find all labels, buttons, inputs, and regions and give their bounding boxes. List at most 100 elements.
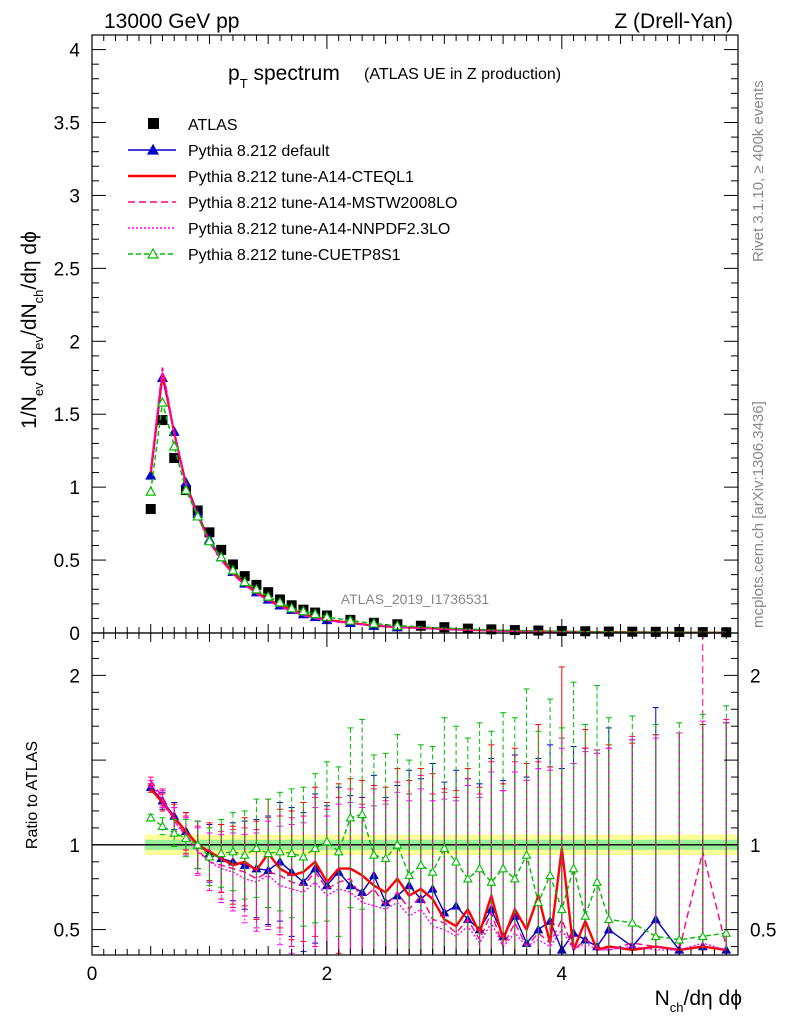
main-series-marker [156, 396, 168, 407]
legend-entry: ATLAS [148, 117, 238, 134]
legend-label: ATLAS [188, 117, 238, 134]
ratio-marker [498, 863, 509, 873]
ratio-marker [157, 821, 168, 830]
legend-square-marker [148, 118, 159, 129]
ratio-marker [568, 863, 579, 873]
ratio-series-line [150, 813, 727, 941]
ratio-marker [439, 843, 450, 852]
main-ytick-label: 0 [69, 624, 80, 645]
ratio-marker [274, 846, 285, 856]
legend: ATLAS Pythia 8.212 default Pythia 8.212 tu… [128, 117, 457, 264]
ratio-marker [650, 931, 661, 941]
main-series-marker [180, 484, 192, 495]
atlas-data-point [415, 620, 426, 631]
main-series-line [149, 370, 727, 634]
ratio-ytick-label-right: 2 [750, 666, 761, 687]
atlas-data-point [157, 415, 168, 426]
plot-title: pT spectrum [228, 62, 340, 91]
main-series-marker [239, 576, 251, 587]
ratio-marker [674, 934, 685, 944]
main-ytick-label: 1 [69, 478, 80, 499]
ratio-marker [415, 860, 426, 869]
ratio-marker [486, 876, 497, 886]
ratio-series-line [150, 783, 727, 951]
atlas-data-point [169, 452, 180, 463]
main-series-marker [309, 608, 321, 619]
plot-subtitle: (ATLAS UE in Z production) [364, 66, 561, 83]
main-series-marker [274, 596, 286, 607]
main-panel: 0 0.5 1 1.5 2 2.5 3 3.5 4 pT spectrum (ATLAS UE … [18, 34, 739, 645]
main-series-marker [286, 602, 298, 613]
ratio-marker [145, 812, 156, 822]
ratio-marker [697, 931, 708, 941]
ratio-marker [392, 839, 403, 849]
ratio-marker [192, 839, 203, 849]
main-ytick-label: 1.5 [54, 405, 80, 426]
ratio-ytick-labels: 0.5 1 2 0.5 1 2 [54, 666, 777, 941]
x-axis-label: Nch/dη dϕ [655, 987, 742, 1015]
ratio-marker [286, 848, 297, 858]
ratio-ytick-label: 0.5 [54, 921, 80, 942]
legend-entry: Pythia 8.212 tune-A14-NNPDF2.3LO [128, 221, 450, 238]
analysis-id: ATLAS_2019_I1736531 [341, 591, 490, 607]
legend-label: Pythia 8.212 default [188, 143, 330, 160]
ratio-marker [521, 849, 532, 859]
main-ytick-label: 4 [69, 41, 80, 62]
main-series-marker [215, 551, 227, 562]
legend-entry: Pythia 8.212 tune-A14-MSTW2008LO [128, 195, 457, 212]
xtick-label: 0 [87, 964, 98, 985]
main-ytick-labels: 0 0.5 1 1.5 2 2.5 3 3.5 4 [54, 41, 81, 645]
main-ytick-label: 3 [69, 186, 80, 207]
ratio-ticks [91, 633, 739, 955]
ratio-marker [627, 917, 638, 927]
atlas-data-point [216, 544, 227, 555]
ratio-marker [603, 914, 614, 924]
main-ylabel: 1/Nev dNev/dNch/dη dϕ [18, 231, 46, 429]
ratio-marker [169, 827, 180, 837]
ratio-marker [228, 846, 238, 856]
ratio-marker [298, 851, 309, 861]
rivet-label: Rivet 3.1.10, ≥ 400k events [750, 80, 767, 262]
ratio-frame [91, 632, 739, 956]
ratio-ytick-label: 1 [69, 836, 80, 857]
ratio-marker [580, 910, 591, 920]
atlas-data-point [239, 571, 250, 582]
ratio-marker [345, 812, 356, 822]
ratio-series-line [150, 786, 727, 952]
ratio-marker [545, 870, 556, 880]
main-ytick-label: 0.5 [54, 551, 80, 572]
main-series-marker [344, 614, 356, 625]
atlas-data-point [145, 504, 156, 515]
header-right: Z (Drell-Yan) [614, 10, 733, 33]
legend-triangle-marker [146, 143, 160, 155]
main-series-marker [203, 535, 215, 546]
ratio-marker [239, 849, 250, 859]
legend-label: Pythia 8.212 tune-A14-MSTW2008LO [188, 195, 457, 212]
ratio-marker [592, 876, 602, 886]
legend-entry: Pythia 8.212 default [128, 143, 330, 160]
ratio-series-line [149, 788, 727, 952]
ratio-marker [216, 848, 227, 858]
ratio-data-layer [92, 632, 738, 956]
main-series-marker [262, 590, 274, 601]
title-main: spectrum [248, 62, 340, 85]
main-series-marker [168, 440, 180, 451]
main-ticks [91, 35, 739, 634]
legend-entry: Pythia 8.212 tune-A14-CTEQL1 [128, 169, 414, 186]
main-series-marker [250, 583, 262, 594]
xtick-label: 2 [322, 964, 333, 985]
main-series-marker [297, 605, 309, 616]
ratio-marker [533, 897, 544, 907]
ratio-marker [404, 870, 415, 880]
ratio-ytick-label-right: 1 [750, 836, 761, 857]
ratio-ylabel: Ratio to ATLAS [24, 741, 41, 849]
ratio-marker [368, 849, 379, 859]
mcplots-label: mcplots.cern.ch [arXiv:1306.3436] [750, 401, 767, 628]
title-p: p [228, 62, 240, 85]
ratio-marker [380, 853, 391, 863]
ratio-marker [427, 866, 438, 876]
ratio-marker [474, 863, 485, 873]
ratio-marker [556, 904, 567, 913]
main-ytick-label: 2.5 [54, 259, 80, 280]
